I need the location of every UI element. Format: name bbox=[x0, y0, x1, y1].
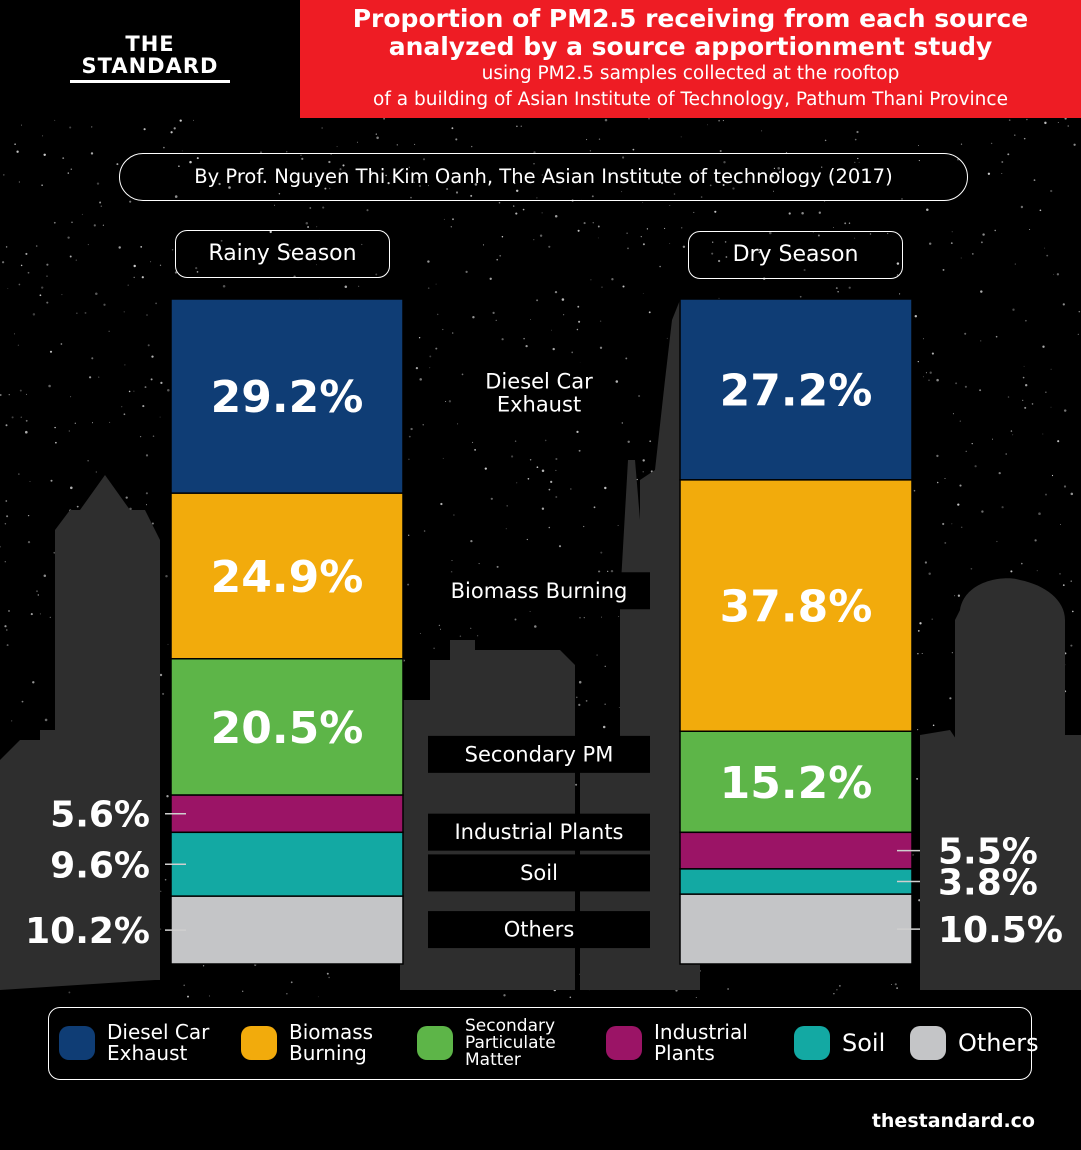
legend-item-secondary: Secondary Particulate Matter bbox=[417, 1008, 556, 1078]
bar-rainy-season-diesel-car-exhaust bbox=[170, 298, 404, 494]
chart-legend: Diesel Car Exhaust Biomass Burning Secon… bbox=[48, 1007, 1039, 1080]
stacked-bar-chart: 29.2% 24.9% 20.5% 5.6% 9.6% 10.2% 27.2% 37.8% 15… bbox=[25, 298, 1063, 965]
bar-dry-season-biomass-burning bbox=[679, 479, 913, 732]
title-banner: Proportion of PM2.5 receiving from each … bbox=[300, 0, 1081, 118]
logo-underline bbox=[70, 80, 230, 83]
legend-item-others: Others bbox=[910, 1008, 1039, 1078]
data-label-dry-season-diesel-car-exhaust: 27.2% bbox=[720, 365, 873, 416]
legend-label-others: Others bbox=[958, 1028, 1039, 1057]
bar-rainy-season-biomass-burning bbox=[170, 492, 404, 660]
data-label-dry-season-others: 10.5% bbox=[938, 910, 1063, 951]
category-label-biomass-burning: Biomass Burning bbox=[451, 579, 628, 603]
legend-swatch-others bbox=[910, 1026, 946, 1060]
category-label-secondary-particulate-matter: Secondary PM bbox=[465, 742, 614, 766]
legend-swatch-diesel bbox=[59, 1026, 95, 1060]
category-plate-secondary-particulate-matter bbox=[428, 735, 650, 773]
chart-title-line-2: analyzed by a source apportionment study bbox=[388, 32, 993, 61]
legend-label-soil: Soil bbox=[842, 1028, 886, 1057]
bar-dry-season-diesel-car-exhaust bbox=[679, 298, 913, 481]
chart-title-line-1: Proportion of PM2.5 receiving from each … bbox=[352, 4, 1029, 33]
bar-rainy-season-others bbox=[170, 895, 404, 965]
data-label-rainy-season-secondary-particulate-matter: 20.5% bbox=[211, 703, 364, 754]
legend-item-diesel: Diesel Car Exhaust bbox=[59, 1008, 209, 1078]
data-label-rainy-season-industrial-plants: 5.6% bbox=[50, 795, 150, 836]
data-label-rainy-season-soil: 9.6% bbox=[50, 845, 150, 886]
bar-rainy-season-industrial-plants bbox=[170, 794, 404, 834]
legend-swatch-biomass bbox=[241, 1026, 277, 1060]
footer-url: thestandard.co bbox=[871, 1110, 1035, 1132]
category-plate-industrial-plants bbox=[428, 813, 650, 851]
bar-dry-season-others bbox=[679, 893, 913, 965]
bar-dry-season-soil bbox=[679, 868, 913, 895]
legend-swatch-soil bbox=[794, 1026, 830, 1060]
legend-label-biomass: Biomass Burning bbox=[289, 1020, 374, 1065]
category-plate-soil bbox=[428, 854, 650, 892]
category-label-soil: Soil bbox=[520, 861, 558, 885]
season-label-rainy: Rainy Season bbox=[175, 230, 390, 278]
data-label-rainy-season-others: 10.2% bbox=[25, 911, 150, 952]
legend-item-biomass: Biomass Burning bbox=[241, 1008, 373, 1078]
source-credit: By Prof. Nguyen Thi Kim Oanh, The Asian … bbox=[119, 153, 968, 201]
brand-logo: THE STANDARD bbox=[70, 33, 230, 83]
data-label-rainy-season-diesel-car-exhaust: 29.2% bbox=[211, 372, 364, 423]
bar-rainy-season-secondary-particulate-matter bbox=[170, 658, 404, 796]
chart-subtitle-line-1: using PM2.5 samples collected at the roo… bbox=[481, 63, 900, 84]
category-plate-biomass-burning bbox=[428, 572, 650, 610]
bar-rainy-season-soil bbox=[170, 831, 404, 897]
legend-swatch-industrial bbox=[606, 1026, 642, 1060]
data-label-rainy-season-biomass-burning: 24.9% bbox=[211, 552, 364, 603]
bar-dry-season-secondary-particulate-matter bbox=[679, 730, 913, 834]
data-label-dry-season-soil: 3.8% bbox=[938, 863, 1038, 904]
category-plate-others bbox=[428, 911, 650, 949]
category-label-others: Others bbox=[504, 918, 575, 942]
logo-line-1: THE bbox=[125, 32, 175, 56]
data-label-dry-season-industrial-plants: 5.5% bbox=[938, 832, 1038, 873]
logo-line-2: STANDARD bbox=[81, 54, 219, 78]
legend-label-secondary: Secondary Particulate Matter bbox=[465, 1015, 556, 1070]
chart-subtitle-line-2: of a building of Asian Institute of Tech… bbox=[373, 89, 1008, 110]
season-label-dry: Dry Season bbox=[688, 231, 903, 279]
legend-item-soil: Soil bbox=[794, 1008, 885, 1078]
data-label-dry-season-secondary-particulate-matter: 15.2% bbox=[720, 758, 873, 809]
legend-label-diesel: Diesel Car Exhaust bbox=[107, 1020, 210, 1065]
category-plate-diesel-car-exhaust bbox=[464, 362, 614, 423]
legend-swatch-secondary bbox=[417, 1026, 453, 1060]
data-label-dry-season-biomass-burning: 37.8% bbox=[720, 582, 873, 633]
category-label-industrial-plants: Industrial Plants bbox=[454, 820, 623, 844]
bar-dry-season-industrial-plants bbox=[679, 831, 913, 870]
legend-label-industrial: Industrial Plants bbox=[654, 1020, 748, 1065]
legend-item-industrial: Industrial Plants bbox=[606, 1008, 748, 1078]
category-label-diesel-car-exhaust: Diesel Car Exhaust bbox=[485, 369, 593, 416]
